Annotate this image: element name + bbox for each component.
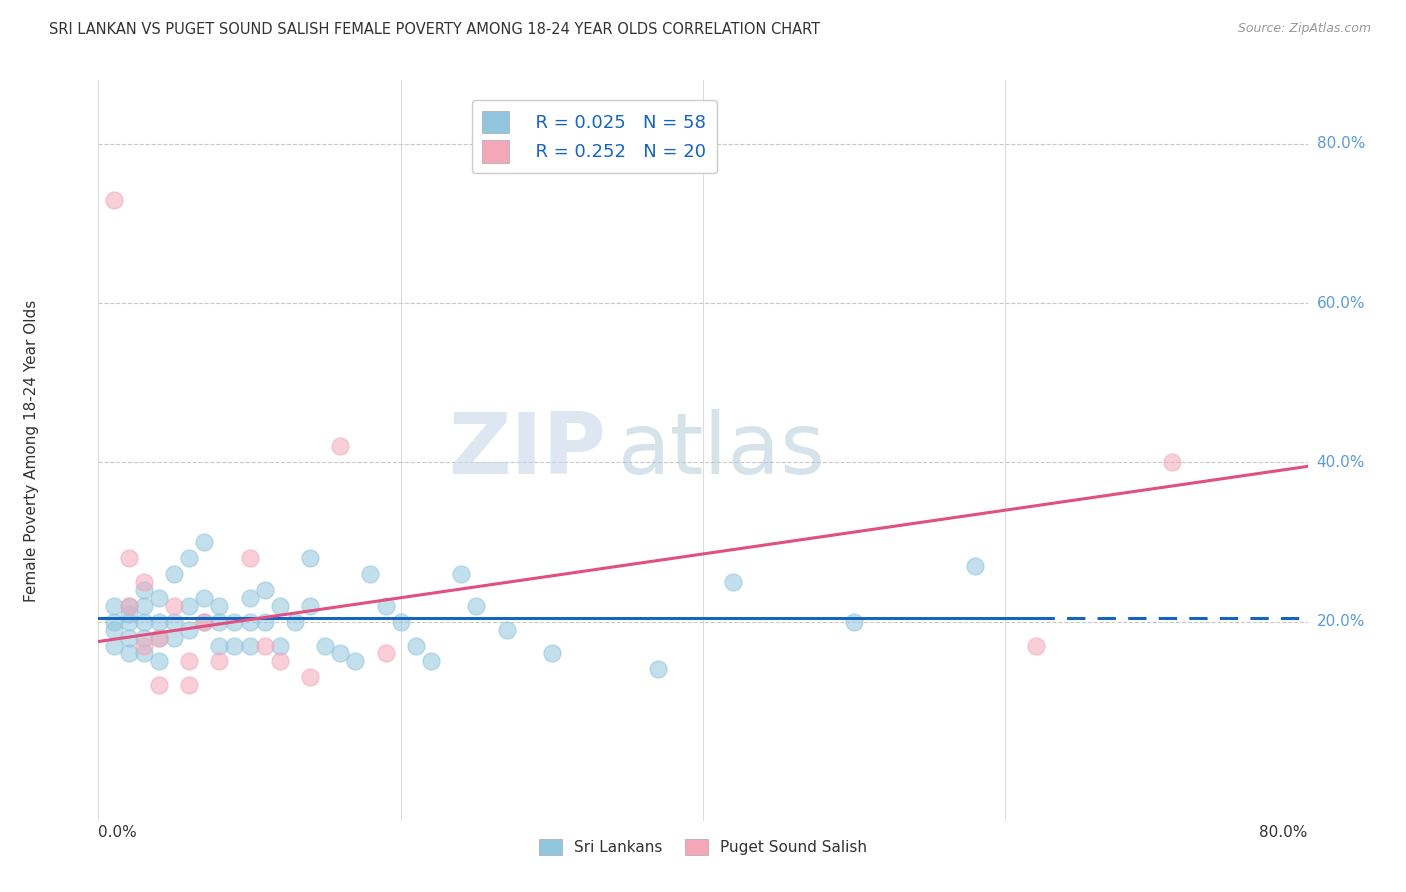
Point <box>132 599 155 613</box>
Point <box>148 615 170 629</box>
Point <box>148 678 170 692</box>
Point <box>420 655 443 669</box>
Point <box>193 615 215 629</box>
Point <box>118 615 141 629</box>
Point <box>540 647 562 661</box>
Point <box>344 655 367 669</box>
Point <box>965 558 987 573</box>
Point <box>299 599 322 613</box>
Point <box>269 655 291 669</box>
Text: Source: ZipAtlas.com: Source: ZipAtlas.com <box>1237 22 1371 36</box>
Point <box>253 639 276 653</box>
Point <box>118 647 141 661</box>
Text: ZIP: ZIP <box>449 409 606 492</box>
Point <box>148 631 170 645</box>
Point <box>132 574 155 589</box>
Point <box>193 615 215 629</box>
Point <box>103 615 125 629</box>
Point <box>647 662 669 676</box>
Text: 60.0%: 60.0% <box>1316 295 1365 310</box>
Legend: Sri Lankans, Puget Sound Salish: Sri Lankans, Puget Sound Salish <box>533 833 873 861</box>
Point <box>103 623 125 637</box>
Point <box>179 623 201 637</box>
Point <box>193 591 215 605</box>
Point <box>253 615 276 629</box>
Point <box>132 615 155 629</box>
Point <box>118 631 141 645</box>
Point <box>163 599 186 613</box>
Point <box>179 599 201 613</box>
Point <box>1024 639 1046 653</box>
Point <box>118 607 141 621</box>
Point <box>148 655 170 669</box>
Point <box>103 639 125 653</box>
Point <box>269 639 291 653</box>
Point <box>269 599 291 613</box>
Point <box>360 566 382 581</box>
Text: 40.0%: 40.0% <box>1316 455 1365 470</box>
Point <box>239 550 262 565</box>
Point <box>224 639 246 653</box>
Text: atlas: atlas <box>619 409 827 492</box>
Point <box>495 623 517 637</box>
Point <box>723 574 745 589</box>
Point <box>148 631 170 645</box>
Point <box>374 647 396 661</box>
Point <box>132 582 155 597</box>
Point <box>132 631 155 645</box>
Point <box>118 599 141 613</box>
Point <box>118 550 141 565</box>
Point <box>208 639 231 653</box>
Point <box>179 550 201 565</box>
Text: SRI LANKAN VS PUGET SOUND SALISH FEMALE POVERTY AMONG 18-24 YEAR OLDS CORRELATIO: SRI LANKAN VS PUGET SOUND SALISH FEMALE … <box>49 22 820 37</box>
Point <box>132 647 155 661</box>
Text: 20.0%: 20.0% <box>1316 614 1365 629</box>
Point <box>374 599 396 613</box>
Point <box>299 550 322 565</box>
Point <box>239 615 262 629</box>
Text: 0.0%: 0.0% <box>98 824 138 839</box>
Point <box>314 639 336 653</box>
Text: 80.0%: 80.0% <box>1260 824 1308 839</box>
Point <box>239 639 262 653</box>
Point <box>179 655 201 669</box>
Point <box>163 566 186 581</box>
Point <box>844 615 866 629</box>
Point <box>103 193 125 207</box>
Point <box>284 615 307 629</box>
Point <box>299 670 322 684</box>
Point <box>405 639 427 653</box>
Point <box>163 615 186 629</box>
Point <box>329 647 352 661</box>
Point <box>253 582 276 597</box>
Point <box>1160 455 1182 469</box>
Point <box>208 615 231 629</box>
Point <box>208 599 231 613</box>
Point <box>179 678 201 692</box>
Point <box>224 615 246 629</box>
Point <box>465 599 488 613</box>
Text: 80.0%: 80.0% <box>1316 136 1365 152</box>
Point <box>118 599 141 613</box>
Point <box>132 639 155 653</box>
Point <box>103 599 125 613</box>
Point <box>163 631 186 645</box>
Point <box>329 440 352 454</box>
Point <box>239 591 262 605</box>
Point <box>450 566 472 581</box>
Point <box>148 591 170 605</box>
Text: Female Poverty Among 18-24 Year Olds: Female Poverty Among 18-24 Year Olds <box>24 300 39 601</box>
Point <box>389 615 412 629</box>
Point <box>193 535 215 549</box>
Point <box>208 655 231 669</box>
